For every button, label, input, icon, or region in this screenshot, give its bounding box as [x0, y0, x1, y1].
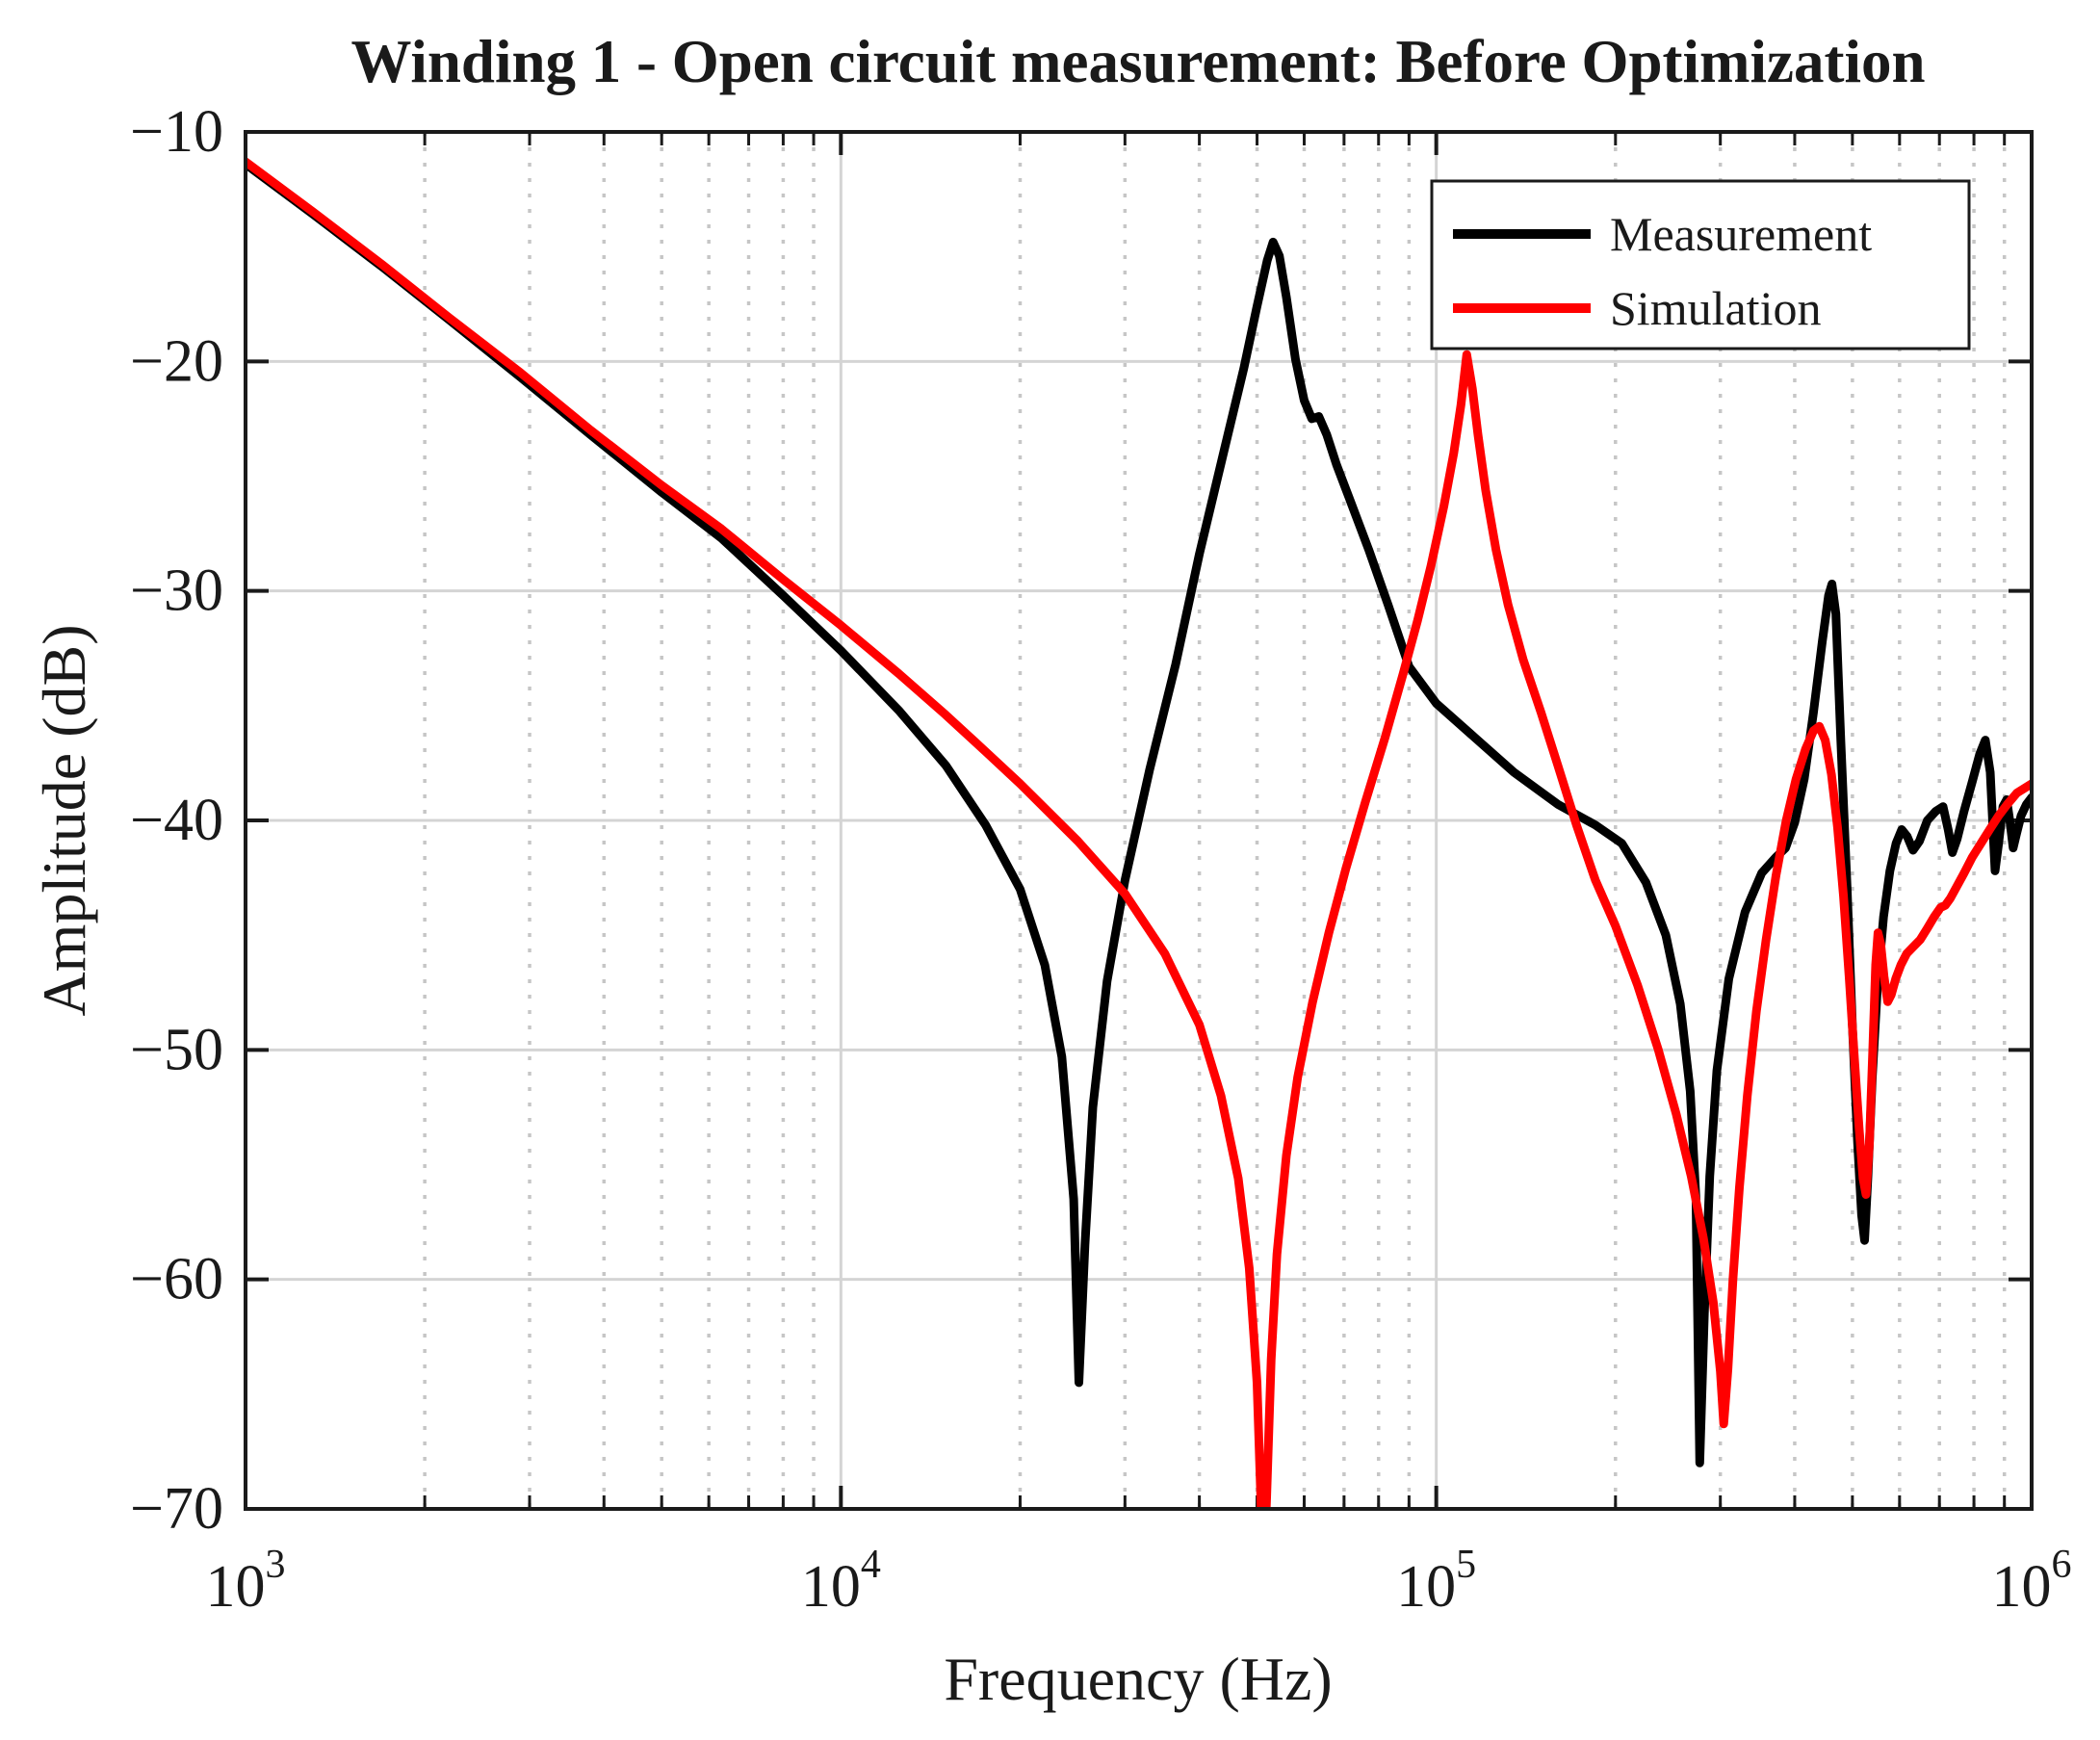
simulation-curve: [246, 157, 2032, 1509]
y-tick-label: −20: [130, 328, 223, 394]
y-tick-label: −70: [130, 1476, 223, 1542]
legend-box: [1430, 179, 1971, 351]
legend: Measurement Simulation: [1430, 179, 1971, 351]
y-tick-label: −40: [130, 788, 223, 853]
curves: [246, 157, 2032, 1509]
legend-label: Simulation: [1610, 281, 1821, 335]
y-tick-labels: −10 −20 −30 −40 −50 −60 −70: [130, 99, 223, 1542]
y-tick-label: −50: [130, 1017, 223, 1082]
x-tick-labels: 103 104 105 106: [206, 1543, 2072, 1620]
x-tick-label: 105: [1396, 1543, 1476, 1620]
y-tick-label: −30: [130, 558, 223, 624]
x-tick-label: 104: [801, 1543, 881, 1620]
x-tick-label: 106: [1992, 1543, 2072, 1620]
x-tick-label: 103: [206, 1543, 286, 1620]
y-tick-label: −60: [130, 1247, 223, 1312]
plot-border: [244, 130, 2034, 1511]
legend-label: Measurement: [1610, 207, 1872, 261]
y-axis-label: Amplitude (dB): [30, 624, 98, 1016]
x-axis-label: Frequency (Hz): [944, 1645, 1332, 1713]
y-tick-label: −10: [130, 99, 223, 165]
measurement-curve: [246, 159, 2032, 1467]
chart-title: Winding 1 - Open circuit measurement: Be…: [351, 28, 1926, 95]
